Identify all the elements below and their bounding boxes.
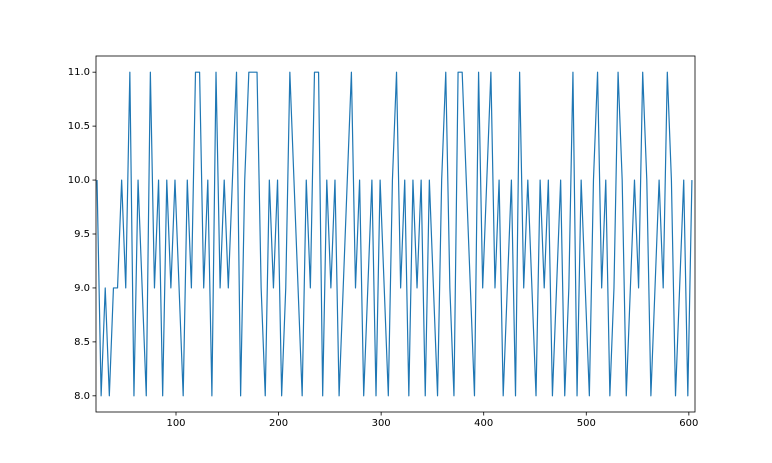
plot-frame — [95, 55, 696, 413]
y-tick-label: 10.5 — [68, 121, 90, 132]
y-tick-label: 11.0 — [68, 67, 90, 78]
y-tick-label: 8.0 — [74, 391, 90, 402]
x-tick-label: 400 — [474, 418, 493, 429]
y-tick-label: 9.5 — [74, 229, 90, 240]
y-tick-label: 10.0 — [68, 175, 90, 186]
line-series — [96, 71, 693, 397]
y-tick-label: 8.5 — [74, 337, 90, 348]
x-tick-label: 300 — [372, 418, 391, 429]
y-tick-label: 9.0 — [74, 283, 90, 294]
x-tick-label: 100 — [166, 418, 185, 429]
x-tick-label: 500 — [577, 418, 596, 429]
x-tick-label: 200 — [269, 418, 288, 429]
x-tick-label: 600 — [679, 418, 698, 429]
